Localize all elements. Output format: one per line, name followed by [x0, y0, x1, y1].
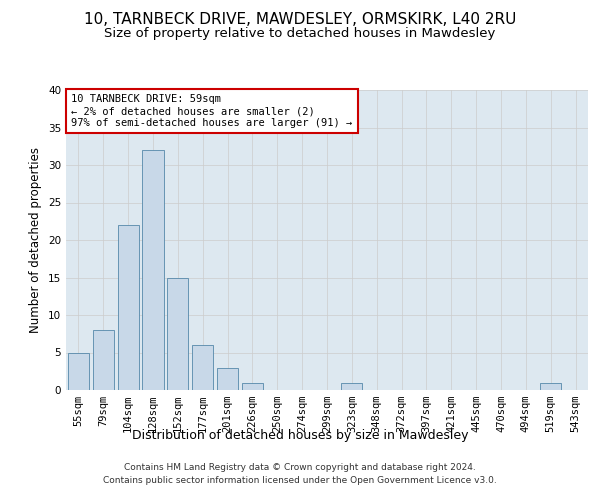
Bar — [217, 368, 238, 390]
Bar — [118, 225, 139, 390]
Bar — [192, 345, 213, 390]
Bar — [68, 352, 89, 390]
Bar — [93, 330, 114, 390]
Bar — [341, 382, 362, 390]
Y-axis label: Number of detached properties: Number of detached properties — [29, 147, 43, 333]
Bar — [242, 382, 263, 390]
Bar — [167, 278, 188, 390]
Text: Contains public sector information licensed under the Open Government Licence v3: Contains public sector information licen… — [103, 476, 497, 485]
Bar — [142, 150, 164, 390]
Text: Size of property relative to detached houses in Mawdesley: Size of property relative to detached ho… — [104, 28, 496, 40]
Bar — [540, 382, 561, 390]
Text: Distribution of detached houses by size in Mawdesley: Distribution of detached houses by size … — [132, 428, 468, 442]
Text: 10 TARNBECK DRIVE: 59sqm
← 2% of detached houses are smaller (2)
97% of semi-det: 10 TARNBECK DRIVE: 59sqm ← 2% of detache… — [71, 94, 352, 128]
Text: 10, TARNBECK DRIVE, MAWDESLEY, ORMSKIRK, L40 2RU: 10, TARNBECK DRIVE, MAWDESLEY, ORMSKIRK,… — [84, 12, 516, 28]
Text: Contains HM Land Registry data © Crown copyright and database right 2024.: Contains HM Land Registry data © Crown c… — [124, 464, 476, 472]
